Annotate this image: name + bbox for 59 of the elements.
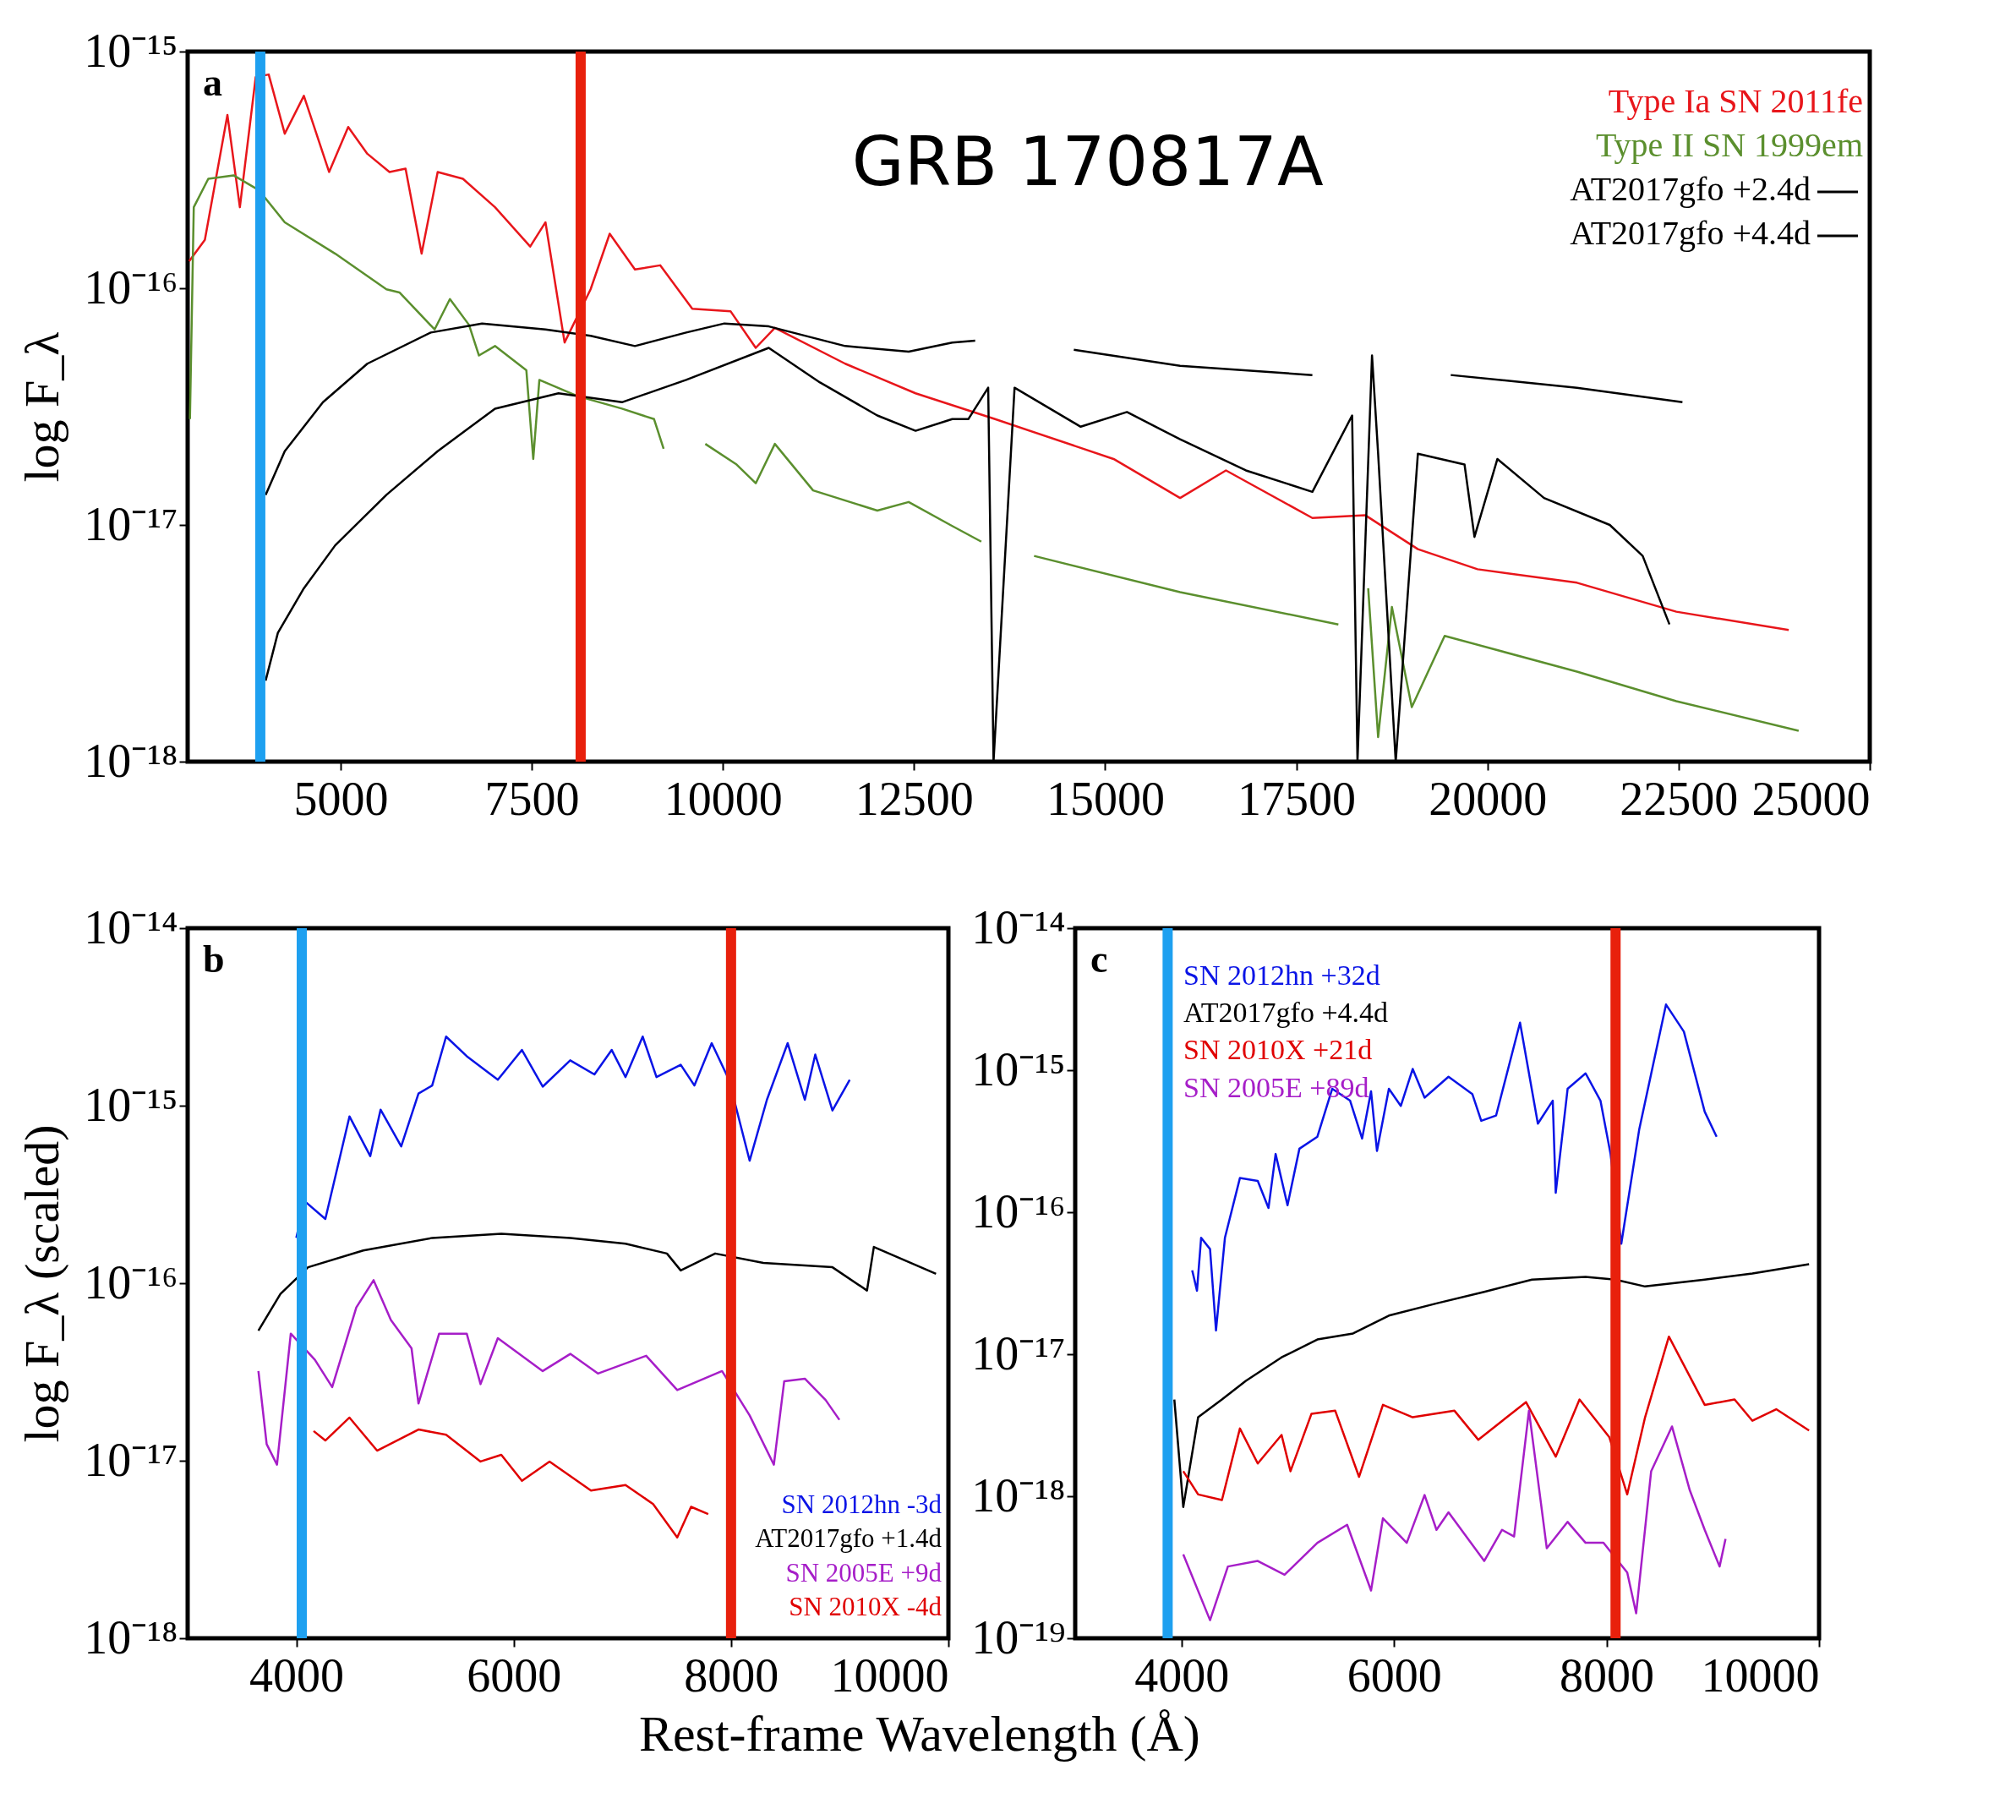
text: Type II SN 1999em [1595,126,1863,164]
line-series [295,1036,851,1239]
x-tick-label: 10000 [664,772,783,825]
x-tick-label: 5000 [293,772,389,825]
x-tick-label: 7500 [484,772,580,825]
x-tick-label: 4000 [1134,1648,1230,1702]
line-series [265,347,1671,762]
y-tick-label: 10⁻¹⁶ [971,1184,1066,1238]
line-series [1182,1409,1727,1621]
y-tick-label: 10⁻¹⁶ [84,1255,178,1309]
x-tick-label: 10000 [830,1648,949,1702]
line-series [257,1232,937,1332]
line-series [312,1416,710,1539]
x-tick-label: 6000 [1347,1648,1442,1702]
line-series [1182,1335,1811,1501]
legend-label: AT2017gfo +2.4d [1570,170,1811,208]
annotation: b [203,937,225,981]
text: AT2017gfo +1.4d [755,1523,942,1554]
x-tick-label: 22500 [1620,772,1739,825]
y-tick-label: 10⁻¹⁷ [84,497,178,550]
y-tick-label: 10⁻¹⁵ [84,1078,178,1131]
text: SN 2010X -4d [789,1592,942,1621]
x-tick-label: 25000 [1751,772,1871,825]
x-tick-label: 12500 [855,772,974,825]
x-tick-label: 4000 [249,1648,345,1702]
text: SN 2010X +21d [1183,1034,1373,1066]
y-tick-label: 10⁻¹⁹ [971,1610,1066,1664]
y-tick-label: 10⁻¹⁴ [84,900,178,954]
x-axis-title: Rest-frame Wavelength (Å) [638,1705,1200,1762]
text: SN 2005E +89d [1183,1071,1369,1103]
x-tick-label: 15000 [1046,772,1165,825]
annotation: a [203,61,222,104]
line-series [1173,1263,1811,1508]
y-tick-label: 10⁻¹⁷ [971,1326,1066,1380]
text: SN 2005E +9d [785,1557,942,1588]
text: AT2017gfo +4.4d [1183,997,1389,1029]
line-series [257,1279,841,1466]
y-tick-label: 10⁻¹⁴ [971,900,1066,954]
y-axis-title: log F_λ [14,331,70,483]
x-tick-label: 8000 [684,1648,779,1702]
x-tick-label: 8000 [1560,1648,1655,1702]
y-tick-label: 10⁻¹⁵ [84,24,178,77]
x-tick-label: 10000 [1701,1648,1820,1702]
text: SN 2012hn -3d [781,1489,942,1520]
y-tick-label: 10⁻¹⁷ [84,1433,178,1486]
y-tick-label: 10⁻¹⁸ [971,1468,1066,1522]
text: SN 2012hn +32d [1183,959,1380,991]
legend-label: AT2017gfo +4.4d [1570,214,1811,252]
y-tick-label: 10⁻¹⁵ [971,1042,1066,1096]
x-tick-label: 6000 [467,1648,562,1702]
y-axis-title: log F_λ (scaled) [14,1124,70,1443]
text: GRB 170817A [851,123,1324,202]
text: Type Ia SN 2011fe [1608,82,1863,120]
annotation: c [1090,937,1108,981]
x-tick-label: 17500 [1237,772,1357,825]
y-tick-label: 10⁻¹⁸ [84,734,178,787]
x-tick-label: 20000 [1429,772,1548,825]
y-tick-label: 10⁻¹⁶ [84,260,178,314]
y-tick-label: 10⁻¹⁸ [84,1610,178,1664]
